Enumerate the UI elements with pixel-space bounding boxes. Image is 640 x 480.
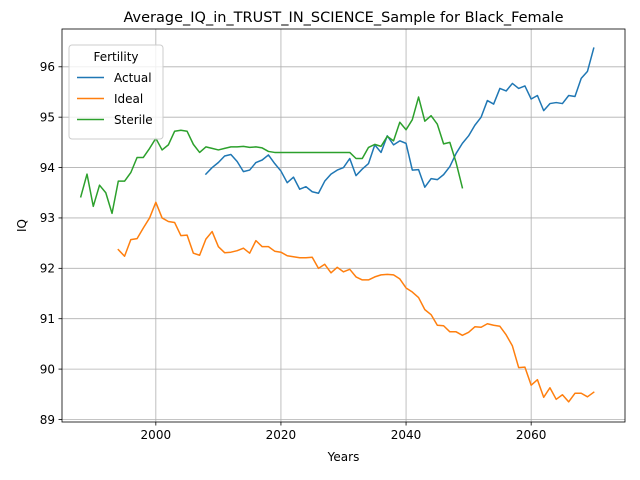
legend-items: Actual Ideal Sterile — [77, 71, 153, 127]
x-tick-label: 2040 — [391, 428, 422, 442]
legend-label-sterile: Sterile — [114, 113, 153, 127]
y-tick-label: 91 — [40, 312, 55, 326]
series-line-actual — [204, 47, 595, 194]
legend-label-ideal: Ideal — [114, 92, 143, 106]
y-tick-label: 90 — [40, 362, 55, 376]
y-tick-label: 93 — [40, 211, 55, 225]
y-tick-label: 92 — [40, 262, 55, 276]
y-axis-ticks: 89 90 91 92 93 94 95 96 — [40, 60, 62, 427]
x-axis-label: Years — [327, 450, 360, 464]
y-tick-label: 89 — [40, 413, 55, 427]
chart-title: Average_IQ_in_TRUST_IN_SCIENCE_Sample fo… — [123, 10, 563, 26]
legend-label-actual: Actual — [114, 71, 152, 85]
series-line-sterile — [79, 96, 464, 215]
legend-frame — [68, 44, 164, 140]
x-tick-label: 2000 — [141, 428, 172, 442]
y-tick-label: 96 — [40, 60, 55, 74]
legend: Fertility Actual Ideal Sterile — [68, 44, 164, 140]
series-group — [79, 47, 595, 403]
y-axis-label: IQ — [15, 219, 29, 232]
y-tick-label: 94 — [40, 161, 55, 175]
x-axis-ticks: 2000 2020 2040 2060 — [141, 422, 547, 442]
y-tick-label: 95 — [40, 110, 55, 124]
series-line-ideal — [117, 201, 595, 403]
legend-title: Fertility — [93, 50, 138, 64]
grid-lines — [62, 29, 625, 422]
x-tick-label: 2060 — [516, 428, 547, 442]
x-tick-label: 2020 — [266, 428, 297, 442]
plot-frame — [61, 28, 626, 423]
